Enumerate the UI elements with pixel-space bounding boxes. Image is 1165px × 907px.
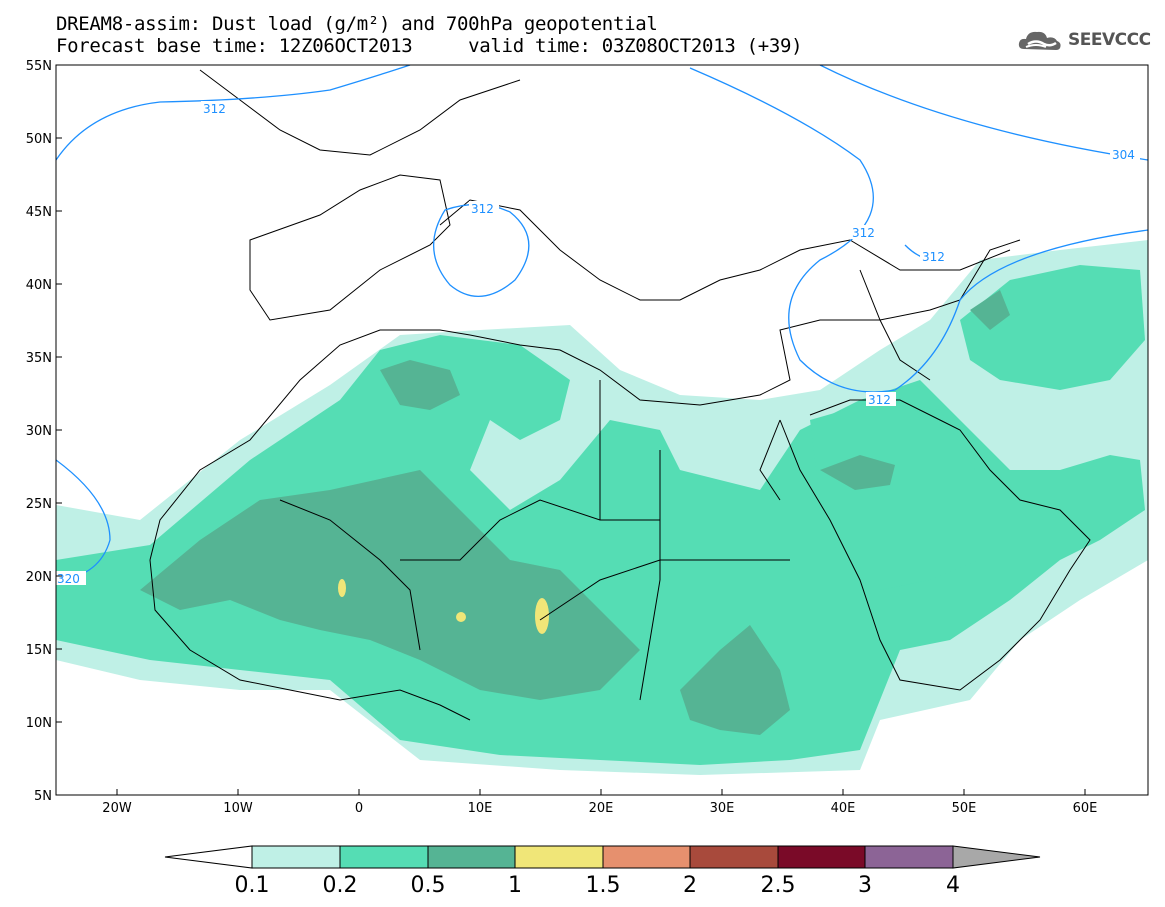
- contour-label: 312: [471, 202, 494, 216]
- colorbar-swatch: [514, 845, 604, 869]
- lat-label: 5N: [34, 789, 52, 804]
- dust-level-1-mali: [338, 579, 346, 597]
- lon-label: 20E: [589, 801, 614, 816]
- lat-label: 50N: [26, 132, 52, 147]
- forecast-times: Forecast base time: 12Z06OCT2013 valid t…: [56, 35, 803, 57]
- colorbar-swatch: [864, 845, 954, 869]
- lat-label: 45N: [26, 205, 52, 220]
- dust-level-0.2-arabia: [810, 400, 1000, 590]
- lon-label: 0: [355, 801, 363, 816]
- colorbar-swatch: [777, 845, 866, 869]
- colorbar-tick: 2: [683, 873, 697, 898]
- dust-level-0.5-algeria: [380, 360, 460, 410]
- colorbar-tick: 2.5: [761, 873, 796, 898]
- lon-label: 60E: [1073, 801, 1098, 816]
- lon-label: 30E: [710, 801, 735, 816]
- lat-label: 25N: [26, 497, 52, 512]
- lat-label: 20N: [26, 570, 52, 585]
- colorbar-swatch: [689, 845, 779, 869]
- lon-label: 20W: [102, 801, 132, 816]
- colorbar-tick: 1.5: [586, 873, 621, 898]
- colorbar-tick: 0.5: [411, 873, 446, 898]
- dust-level-0.5: [140, 470, 640, 700]
- colorbar-tick: 0.1: [235, 873, 270, 898]
- cloud-icon: [1018, 31, 1061, 50]
- contour-label: 304: [1112, 148, 1135, 162]
- lat-label: 30N: [26, 424, 52, 439]
- colorbar-low-arrow: [164, 845, 253, 869]
- logo-label: SEEVCCC: [1068, 30, 1151, 50]
- dust-level-0.5-sudan: [680, 625, 790, 735]
- contour-label: 312: [203, 102, 226, 116]
- colorbar-tick: 1: [508, 873, 522, 898]
- dust-layer: [56, 240, 1148, 775]
- contour-labels: 312 312 312 312 312 304 320: [56, 101, 1140, 586]
- contour-label: 320: [57, 572, 80, 586]
- colorbar-swatch: [427, 845, 516, 869]
- lon-label: 10E: [468, 801, 493, 816]
- dust-level-1-niger: [535, 598, 549, 634]
- seevccc-logo: SEEVCCC: [1016, 27, 1151, 53]
- dust-level-1-chad: [456, 612, 466, 622]
- colorbar-swatch: [251, 845, 341, 869]
- colorbar: [164, 845, 1041, 869]
- dust-level-0.2-caspian: [960, 265, 1145, 390]
- latitude-labels: 55N 50N 45N 40N 35N 30N 25N 20N 15N 10N …: [26, 59, 52, 804]
- dust-level-0.5-caspian: [970, 290, 1010, 330]
- colorbar-high-arrow: [952, 845, 1041, 869]
- coastlines: [149, 69, 1091, 721]
- colorbar-tick: 4: [946, 873, 960, 898]
- colorbar-swatch: [602, 845, 691, 869]
- lon-label: 40E: [831, 801, 856, 816]
- dust-level-0.5-arabia: [820, 455, 895, 490]
- lat-label: 10N: [26, 716, 52, 731]
- colorbar-swatch: [339, 845, 429, 869]
- contour-label: 312: [922, 250, 945, 264]
- contour-label: 312: [852, 226, 875, 240]
- lat-label: 55N: [26, 59, 52, 74]
- colorbar-tick: 0.2: [323, 873, 358, 898]
- axis-ticks: [56, 64, 1086, 795]
- colorbar-ticks: 0.1 0.2 0.5 1 1.5 2 2.5 3 4: [235, 873, 961, 898]
- contour-label: 312: [868, 393, 891, 407]
- lat-label: 40N: [26, 278, 52, 293]
- longitude-labels: 20W 10W 0 10E 20E 30E 40E 50E 60E: [102, 801, 1097, 816]
- lat-label: 35N: [26, 351, 52, 366]
- lon-label: 10W: [223, 801, 253, 816]
- colorbar-tick: 3: [858, 873, 872, 898]
- lat-label: 15N: [26, 643, 52, 658]
- lon-label: 50E: [952, 801, 977, 816]
- map-title: DREAM8-assim: Dust load (g/m²) and 700hP…: [56, 13, 658, 35]
